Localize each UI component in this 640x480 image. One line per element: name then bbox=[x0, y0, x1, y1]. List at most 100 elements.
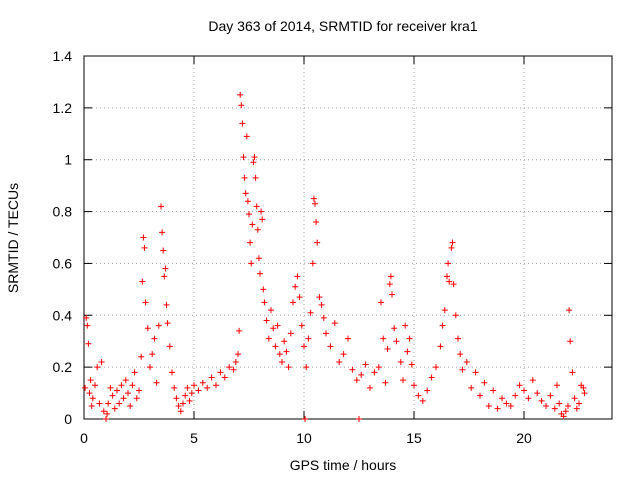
data-point bbox=[166, 343, 173, 350]
data-point bbox=[302, 416, 309, 422]
data-point bbox=[571, 395, 578, 402]
data-point bbox=[463, 358, 470, 365]
y-axis-label: SRMTID / TECUs bbox=[5, 183, 21, 293]
data-point bbox=[199, 379, 206, 386]
data-point bbox=[86, 390, 93, 397]
data-point bbox=[272, 343, 279, 350]
data-point bbox=[84, 322, 91, 329]
data-point bbox=[114, 387, 120, 394]
data-point bbox=[100, 408, 107, 415]
data-point bbox=[538, 397, 545, 404]
data-point bbox=[141, 244, 148, 251]
data-point bbox=[120, 395, 127, 402]
x-tick-label: 10 bbox=[296, 430, 312, 446]
data-point bbox=[142, 299, 149, 306]
data-point bbox=[547, 392, 554, 399]
data-point bbox=[140, 234, 147, 241]
y-tick-label: 0.4 bbox=[53, 307, 73, 323]
data-point bbox=[243, 133, 250, 140]
data-point bbox=[188, 390, 195, 397]
data-points bbox=[82, 91, 588, 422]
data-point bbox=[92, 382, 98, 389]
data-point bbox=[127, 403, 134, 410]
data-point bbox=[404, 348, 411, 355]
data-point bbox=[318, 301, 325, 308]
data-point bbox=[241, 174, 248, 181]
data-point bbox=[138, 353, 145, 360]
data-point bbox=[153, 379, 160, 386]
data-point bbox=[162, 265, 169, 272]
data-point bbox=[551, 405, 558, 412]
data-point bbox=[287, 330, 294, 337]
y-tick-label: 1.2 bbox=[53, 100, 73, 116]
data-point bbox=[131, 369, 138, 376]
data-point bbox=[133, 395, 140, 402]
data-point bbox=[236, 327, 243, 334]
data-point bbox=[250, 159, 257, 166]
data-point bbox=[239, 120, 246, 127]
data-point bbox=[161, 273, 168, 280]
data-point bbox=[408, 361, 415, 368]
data-point bbox=[96, 400, 103, 407]
data-point bbox=[208, 374, 215, 381]
gridlines bbox=[84, 56, 612, 419]
data-point bbox=[268, 307, 274, 314]
data-point bbox=[160, 247, 167, 254]
data-point bbox=[444, 273, 450, 280]
data-point bbox=[419, 397, 426, 404]
data-point bbox=[136, 387, 142, 394]
data-point bbox=[375, 364, 382, 371]
data-point bbox=[122, 377, 129, 384]
data-point bbox=[384, 345, 391, 352]
data-point bbox=[116, 400, 123, 407]
data-point bbox=[303, 364, 310, 371]
data-point bbox=[285, 364, 292, 371]
data-point bbox=[534, 390, 541, 397]
data-point bbox=[103, 416, 109, 422]
data-point bbox=[94, 364, 101, 371]
y-tick-label: 0 bbox=[64, 411, 72, 427]
data-point bbox=[238, 102, 245, 109]
data-point bbox=[296, 294, 303, 301]
data-point bbox=[232, 358, 239, 365]
data-point bbox=[387, 273, 394, 280]
data-point bbox=[247, 239, 254, 246]
data-point bbox=[263, 317, 270, 324]
data-point bbox=[382, 379, 389, 386]
data-point bbox=[393, 338, 400, 345]
data-point bbox=[283, 348, 290, 355]
data-point bbox=[98, 358, 105, 365]
data-point bbox=[529, 377, 536, 384]
data-point bbox=[472, 369, 479, 376]
data-point bbox=[217, 369, 224, 376]
data-point bbox=[173, 395, 180, 402]
data-point bbox=[139, 278, 146, 285]
data-point bbox=[298, 322, 305, 329]
data-point bbox=[261, 299, 268, 306]
data-point bbox=[580, 384, 587, 391]
data-point bbox=[516, 382, 523, 389]
data-point bbox=[290, 299, 296, 306]
data-point bbox=[358, 371, 365, 378]
data-point bbox=[292, 283, 299, 290]
data-point bbox=[457, 351, 464, 358]
x-tick-label: 5 bbox=[190, 430, 198, 446]
data-point bbox=[184, 384, 191, 391]
data-point bbox=[323, 330, 329, 337]
data-point bbox=[111, 405, 118, 412]
data-point bbox=[109, 392, 116, 399]
data-point bbox=[310, 195, 317, 202]
data-point bbox=[503, 400, 510, 407]
data-point bbox=[512, 392, 519, 399]
data-point bbox=[576, 400, 582, 407]
data-point bbox=[367, 384, 373, 391]
data-point bbox=[186, 397, 193, 404]
data-point bbox=[494, 405, 501, 412]
data-point bbox=[391, 325, 398, 332]
data-point bbox=[380, 335, 387, 342]
data-point bbox=[437, 343, 444, 350]
data-point bbox=[301, 343, 307, 350]
data-point bbox=[356, 416, 362, 422]
data-point bbox=[445, 260, 452, 267]
data-point bbox=[248, 260, 255, 267]
